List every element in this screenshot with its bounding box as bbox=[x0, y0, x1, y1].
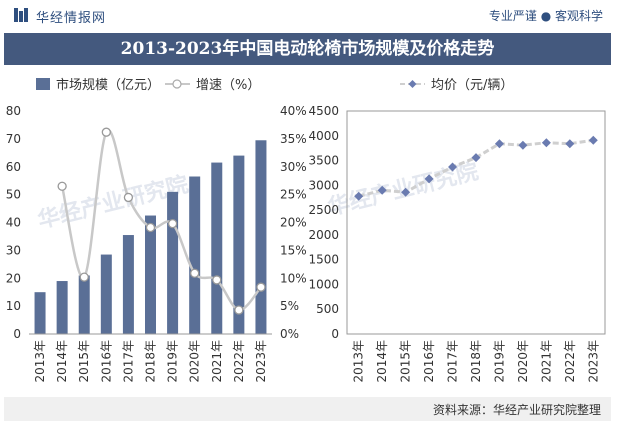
y-left-tick-label: 80 bbox=[6, 104, 21, 118]
legend-marker-growth bbox=[172, 79, 182, 89]
legend-swatch-market-size bbox=[36, 78, 50, 90]
x-tick-label-left: 2022年 bbox=[232, 340, 246, 383]
brand-name: 华经情报网 bbox=[36, 11, 107, 26]
price-point bbox=[401, 187, 411, 197]
y-price-tick-label: 3000 bbox=[308, 178, 339, 192]
x-tick-label-right: 2020年 bbox=[516, 340, 530, 383]
y-left-tick-label: 40 bbox=[6, 216, 21, 230]
y-left-tick-label: 70 bbox=[6, 132, 21, 146]
y-right-tick-label: 35% bbox=[280, 132, 307, 146]
x-tick-label-left: 2023年 bbox=[254, 340, 268, 383]
price-point bbox=[424, 174, 434, 184]
y-price-tick-label: 4500 bbox=[308, 104, 339, 118]
y-left-tick-label: 50 bbox=[6, 188, 21, 202]
x-tick-label-right: 2014年 bbox=[375, 340, 389, 383]
x-tick-label-right: 2017年 bbox=[446, 340, 460, 383]
price-point bbox=[377, 185, 387, 195]
y-right-tick-label: 40% bbox=[280, 104, 307, 118]
y-price-tick-label: 3500 bbox=[308, 154, 339, 168]
y-price-tick-label: 2000 bbox=[308, 228, 339, 242]
y-price-tick-label: 1500 bbox=[308, 253, 339, 267]
x-tick-label-left: 2016年 bbox=[99, 340, 113, 383]
watermark-right: 华经产业研究院 bbox=[325, 158, 481, 220]
x-tick-label-left: 2018年 bbox=[144, 340, 158, 383]
y-right-tick-label: 15% bbox=[280, 243, 307, 257]
y-left-tick-label: 30 bbox=[6, 243, 21, 257]
y-price-tick-label: 0 bbox=[331, 327, 339, 341]
legend-label-market-size: 市场规模（亿元） bbox=[56, 77, 160, 93]
y-left-tick-label: 20 bbox=[6, 271, 21, 285]
legend-label-growth: 增速（%） bbox=[196, 78, 260, 93]
x-tick-label-left: 2015年 bbox=[77, 340, 91, 383]
y-price-tick-label: 500 bbox=[316, 302, 339, 316]
legend-label-price: 均价（元/辆） bbox=[431, 78, 513, 93]
y-left-tick-label: 0 bbox=[13, 327, 21, 341]
growth-point bbox=[256, 282, 266, 292]
x-tick-label-left: 2014年 bbox=[55, 340, 69, 383]
x-tick-label-right: 2019年 bbox=[492, 340, 506, 383]
x-tick-label-left: 2017年 bbox=[121, 340, 135, 383]
y-right-tick-label: 10% bbox=[280, 271, 307, 285]
price-point bbox=[448, 162, 458, 172]
bar-market-size bbox=[145, 215, 156, 334]
growth-point bbox=[123, 192, 134, 203]
y-right-tick-label: 30% bbox=[280, 160, 307, 174]
chart-title: 2013-2023年中国电动轮椅市场规模及价格走势 bbox=[4, 33, 611, 65]
legend-marker-price bbox=[408, 80, 417, 88]
price-point bbox=[354, 191, 364, 201]
growth-point bbox=[57, 181, 67, 191]
bar-market-size bbox=[122, 235, 134, 334]
bar-market-size bbox=[100, 254, 112, 334]
growth-point bbox=[145, 222, 156, 233]
bar-market-size bbox=[78, 275, 90, 334]
growth-point bbox=[212, 275, 222, 285]
y-right-tick-label: 0% bbox=[280, 327, 299, 341]
y-right-tick-label: 25% bbox=[280, 188, 307, 202]
growth-point bbox=[79, 272, 89, 282]
x-tick-label-right: 2018年 bbox=[469, 340, 483, 383]
bar-market-size bbox=[56, 281, 68, 334]
x-tick-label-left: 2021年 bbox=[210, 340, 224, 383]
x-tick-label-left: 2019年 bbox=[166, 340, 180, 383]
y-right-tick-label: 5% bbox=[280, 299, 299, 313]
price-point bbox=[518, 140, 528, 150]
growth-point bbox=[234, 305, 244, 315]
bar-market-size bbox=[167, 191, 179, 334]
bar-market-size bbox=[189, 176, 201, 334]
x-tick-label-left: 2020年 bbox=[188, 340, 202, 383]
y-left-tick-label: 60 bbox=[6, 160, 21, 174]
price-point bbox=[494, 139, 504, 149]
bar-market-size bbox=[255, 140, 267, 334]
price-point bbox=[588, 135, 598, 145]
growth-point bbox=[167, 218, 178, 229]
x-tick-label-right: 2022年 bbox=[563, 340, 577, 383]
price-point bbox=[541, 138, 551, 148]
y-price-tick-label: 2500 bbox=[308, 203, 339, 217]
brand-logo-icon bbox=[14, 8, 28, 22]
y-price-tick-label: 1000 bbox=[308, 277, 339, 291]
growth-point bbox=[190, 268, 200, 278]
bar-market-size bbox=[34, 292, 46, 334]
bar-market-size bbox=[233, 155, 245, 334]
slogan: 专业严谨 ● 客观科学 bbox=[488, 9, 603, 23]
x-tick-label-right: 2021年 bbox=[539, 340, 553, 383]
x-tick-label-right: 2016年 bbox=[422, 340, 436, 383]
price-point bbox=[471, 153, 481, 163]
price-plot-frame bbox=[346, 110, 606, 335]
x-tick-label-right: 2023年 bbox=[586, 340, 600, 383]
growth-point bbox=[101, 127, 111, 137]
source-note: 资料来源：华经产业研究院整理 bbox=[432, 403, 601, 417]
footer-bar: 资料来源：华经产业研究院整理 bbox=[4, 397, 611, 421]
y-price-tick-label: 4000 bbox=[308, 129, 339, 143]
bar-market-size bbox=[211, 162, 223, 334]
x-tick-label-left: 2013年 bbox=[33, 340, 47, 383]
y-left-tick-label: 10 bbox=[6, 299, 21, 313]
x-tick-label-right: 2013年 bbox=[352, 340, 366, 383]
x-tick-label-right: 2015年 bbox=[399, 340, 413, 383]
y-right-tick-label: 20% bbox=[280, 216, 307, 230]
price-point bbox=[565, 139, 575, 149]
